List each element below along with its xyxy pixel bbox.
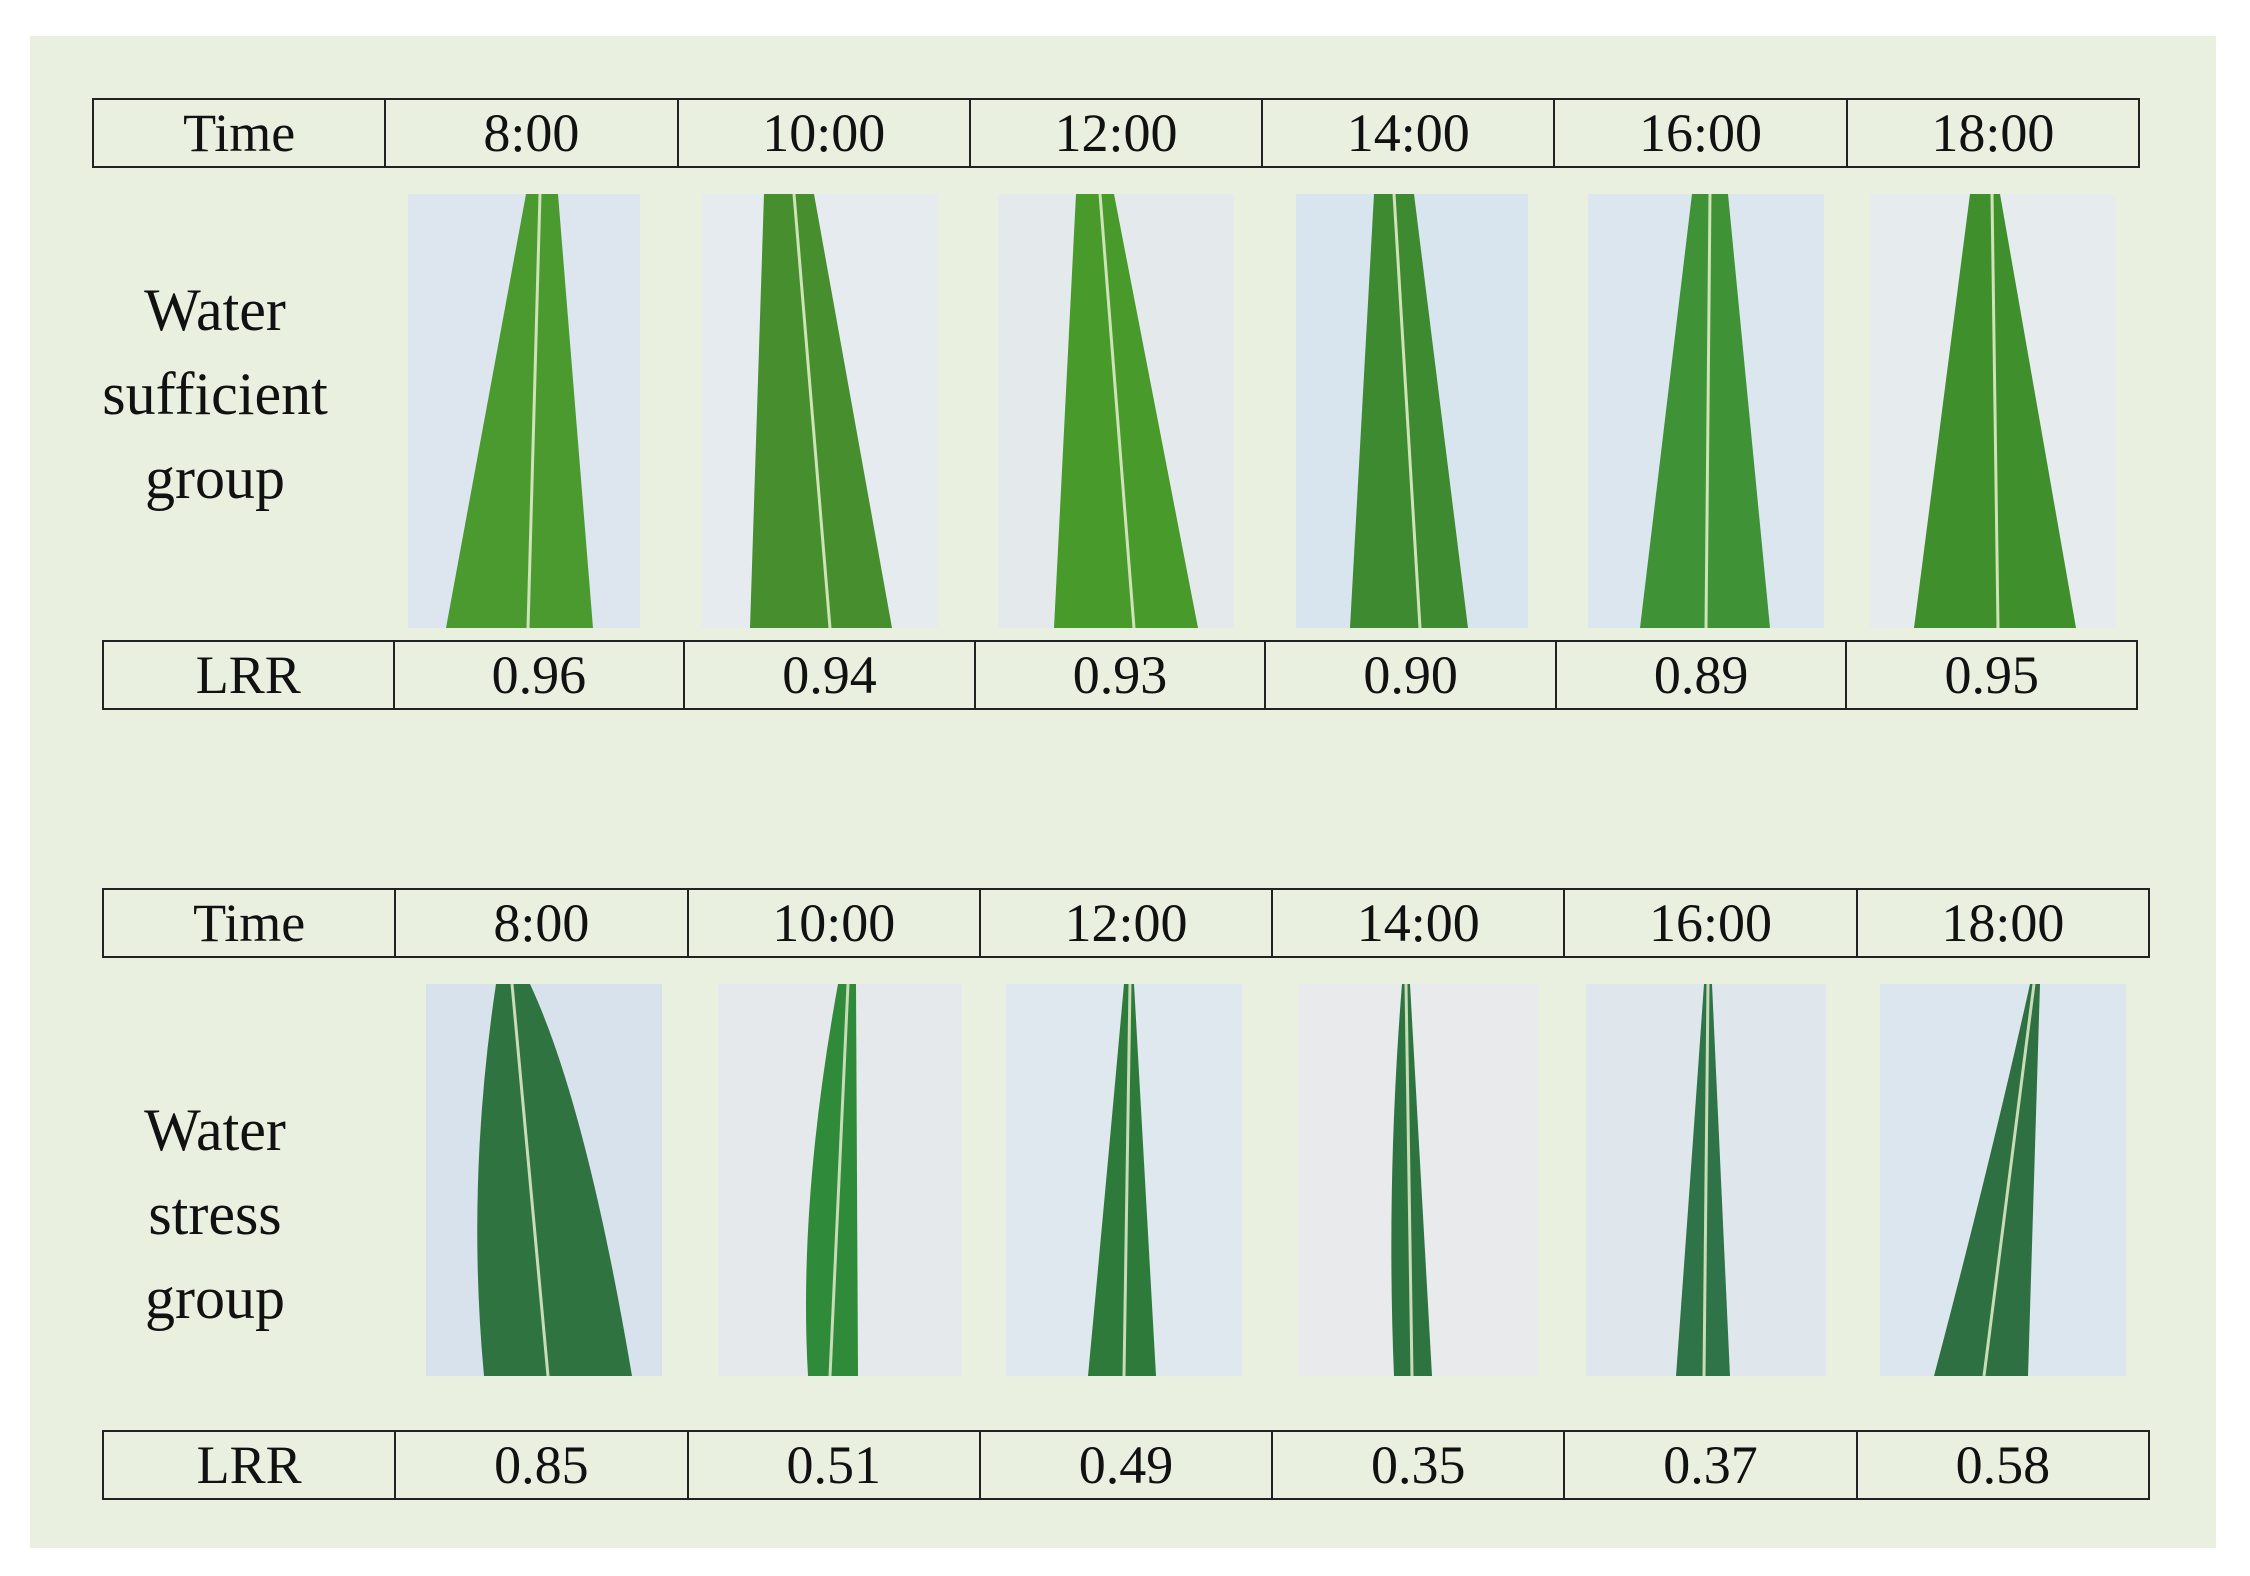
time-cell: 8:00: [384, 100, 676, 166]
group-label-line: group: [145, 445, 285, 511]
lrr-value: 0.49: [978, 1432, 1271, 1498]
leaf-photo: [1006, 984, 1242, 1376]
lrr-row: LRR 0.85 0.51 0.49 0.35 0.37 0.58: [102, 1430, 2150, 1500]
lrr-value: 0.95: [1845, 642, 2136, 708]
time-cell: 8:00: [394, 890, 686, 956]
group-label-line: sufficient: [102, 361, 328, 427]
leaf-photo-strip: [30, 194, 2216, 628]
time-cell: 18:00: [1845, 100, 2138, 166]
time-cell: 16:00: [1563, 890, 1855, 956]
leaf-photo: [426, 984, 662, 1376]
leaf-photo: [1296, 194, 1528, 628]
time-cell: 16:00: [1553, 100, 1845, 166]
leaf-photo: [998, 194, 1234, 628]
leaf-photo-strip: [30, 984, 2216, 1376]
time-header: Time: [193, 893, 306, 953]
time-cell: 14:00: [1261, 100, 1553, 166]
lrr-value: 0.58: [1855, 1432, 2148, 1498]
lrr-value: 0.96: [392, 642, 684, 708]
leaf-photo: [1880, 984, 2126, 1376]
group-label-line: group: [145, 1265, 285, 1331]
group-label: Water sufficient group: [90, 268, 340, 520]
lrr-value: 0.90: [1264, 642, 1555, 708]
lrr-value: 0.85: [394, 1432, 686, 1498]
time-header: Time: [183, 103, 296, 163]
lrr-value: 0.35: [1271, 1432, 1563, 1498]
time-cell: 14:00: [1271, 890, 1563, 956]
leaf-photo: [702, 194, 938, 628]
time-row: Time 8:00 10:00 12:00 14:00 16:00 18:00: [102, 888, 2150, 958]
lrr-row: LRR 0.96 0.94 0.93 0.90 0.89 0.95: [102, 640, 2138, 710]
time-cell: 18:00: [1855, 890, 2148, 956]
leaf-photo: [1870, 194, 2116, 628]
group-label-line: Water: [144, 277, 286, 343]
leaf-photo: [1588, 194, 1824, 628]
figure-panel: Time 8:00 10:00 12:00 14:00 16:00 18:00 …: [30, 36, 2216, 1548]
lrr-value: 0.94: [683, 642, 974, 708]
group-label-line: Water: [144, 1097, 286, 1163]
lrr-header: LRR: [196, 1435, 302, 1495]
lrr-value: 0.93: [973, 642, 1265, 708]
group-label: Water stress group: [90, 1088, 340, 1340]
lrr-value: 0.37: [1563, 1432, 1855, 1498]
leaf-photo: [718, 984, 962, 1376]
lrr-header: LRR: [195, 645, 301, 705]
time-row: Time 8:00 10:00 12:00 14:00 16:00 18:00: [92, 98, 2140, 168]
time-cell: 12:00: [978, 890, 1271, 956]
lrr-value: 0.89: [1554, 642, 1846, 708]
group-label-line: stress: [148, 1181, 282, 1247]
time-cell: 12:00: [968, 100, 1261, 166]
leaf-photo: [1298, 984, 1538, 1376]
time-cell: 10:00: [686, 890, 979, 956]
leaf-photo: [1586, 984, 1826, 1376]
time-cell: 10:00: [676, 100, 969, 166]
leaf-photo: [408, 194, 640, 628]
lrr-value: 0.51: [686, 1432, 979, 1498]
